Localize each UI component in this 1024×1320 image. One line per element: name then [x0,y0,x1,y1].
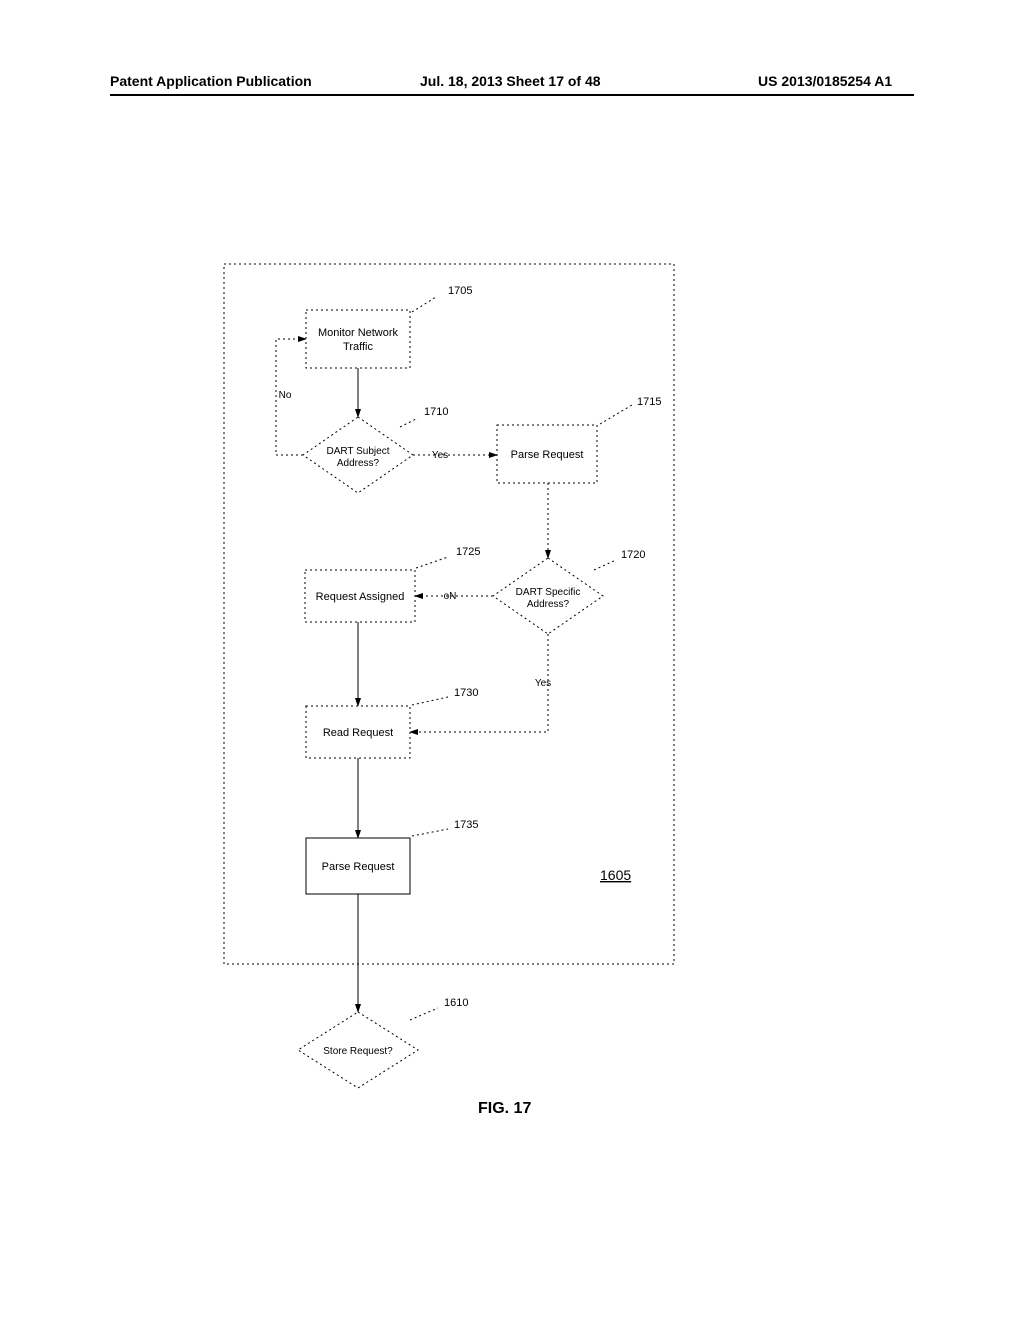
edge-label: Yes [535,678,551,689]
ref-leader [594,560,616,570]
ref-label: 1730 [454,687,478,699]
ref-label: 1725 [456,546,480,558]
node-label: Parse Request [511,449,584,461]
ref-label: 1715 [637,396,661,408]
ref-leader [400,418,418,427]
process-1705 [306,310,410,368]
ref-leader [416,557,448,568]
ref-leader [410,1008,438,1020]
ref-label: 1735 [454,819,478,831]
node-label: DART Subject [327,446,390,457]
ref-leader [600,405,632,424]
figure-title: FIG. 17 [478,1100,531,1118]
container-ref: 1605 [600,867,631,883]
ref-leader [412,829,448,836]
node-label: Monitor Network [318,327,399,339]
page: Patent Application Publication Jul. 18, … [0,0,1024,1320]
node-label: DART Specific [516,587,581,598]
edge [410,634,548,732]
node-label: Address? [337,458,380,469]
node-label: Parse Request [322,861,395,873]
ref-label: 1705 [448,285,472,297]
ref-label: 1720 [621,549,645,561]
ref-label: 1610 [444,997,468,1009]
edge-label: Yes [432,450,448,461]
node-label: Store Request? [323,1046,393,1057]
node-label: Address? [527,599,570,610]
node-label: Read Request [323,727,393,739]
edge-label: oN [444,591,457,602]
node-label: Traffic [343,341,373,353]
ref-label: 1710 [424,406,448,418]
edge-label: No [279,390,292,401]
ref-leader [412,297,436,312]
flowchart-diagram: 1605 No Yes oN Yes Monitor Network Traffic 1705… [0,0,1024,1320]
ref-leader [412,697,448,705]
node-label: Request Assigned [316,591,405,603]
